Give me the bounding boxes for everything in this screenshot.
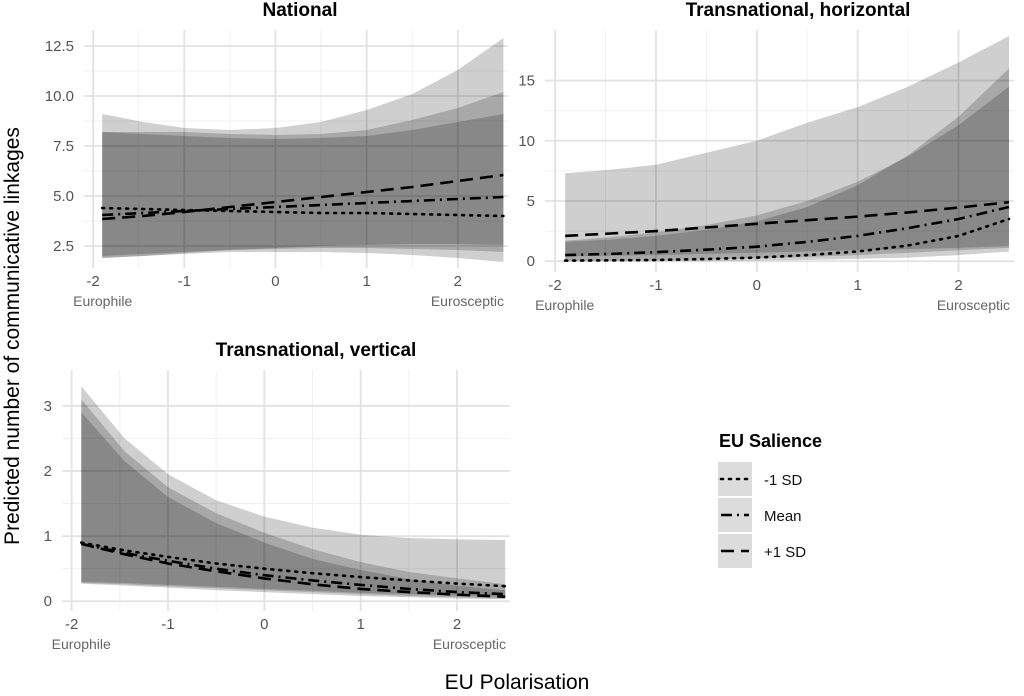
x-tick-label: 1: [362, 273, 370, 290]
x-tick-label: 1: [853, 277, 861, 294]
series-line-mean: [81, 542, 506, 596]
x-tick-label: 0: [271, 273, 279, 290]
x-end-label-right: Eurosceptic: [433, 636, 506, 652]
x-end-label-left: Europhile: [73, 293, 132, 309]
x-axis-title: EU Polarisation: [445, 671, 590, 694]
x-tick-label: 0: [753, 277, 761, 294]
y-tick-label: 1: [44, 528, 52, 545]
x-tick-label: 2: [954, 277, 962, 294]
x-tick-label: 0: [260, 616, 268, 633]
ci-ribbon-1-sd: [102, 114, 504, 258]
y-tick-label: 10: [518, 133, 535, 150]
x-tick-label: 2: [453, 616, 461, 633]
series-line-1-sd: [565, 200, 1010, 238]
y-tick-label: 7.5: [53, 138, 74, 155]
panel-title: National: [263, 0, 338, 21]
y-tick-label: 2.5: [53, 238, 74, 255]
x-end-label-left: Europhile: [52, 636, 111, 652]
x-tick-label: -1: [649, 277, 662, 294]
y-tick-label: 5: [527, 193, 535, 210]
x-end-label-left: Europhile: [535, 297, 594, 313]
legend: EU Salience -1 SD Mean +1 SD: [718, 431, 822, 568]
series-line-1-sd: [80, 541, 507, 588]
series-line-1-sd: [563, 217, 1011, 262]
series-line-1-sd: [80, 542, 506, 598]
y-tick-label: 15: [518, 73, 535, 90]
ci-ribbon-1-sd: [565, 36, 1009, 257]
x-tick-label: 2: [454, 273, 462, 290]
plot-area: [545, 30, 1014, 272]
y-tick-label: 3: [44, 398, 52, 415]
x-tick-label: -1: [161, 616, 174, 633]
ci-ribbon-1-sd: [81, 386, 506, 597]
x-tick-label: -2: [548, 277, 561, 294]
y-tick-label: 0: [44, 593, 52, 610]
y-tick-label: 0: [527, 253, 535, 270]
panel-transnational-vertical: -2 -1 0 1 2 0 1 2 3 Europhile Eurosceptic Transnati…: [44, 340, 510, 652]
ci-ribbon-1-sd: [81, 412, 506, 600]
x-end-label-right: Eurosceptic: [937, 297, 1010, 313]
y-axis-title: Predicted number of communicative linkag…: [1, 127, 24, 545]
ci-ribbon-1-sd: [102, 38, 504, 262]
y-tick-label: 5.0: [53, 188, 74, 205]
ci-ribbon-mean: [565, 86, 1009, 261]
ci-ribbon-mean: [81, 399, 506, 599]
x-tick-label: -2: [65, 616, 78, 633]
panel-transnational-horizontal: -2 -1 0 1 2 0 5 10 15 Europhile Eurosceptic Transna…: [518, 0, 1014, 313]
x-end-label-right: Eurosceptic: [431, 293, 504, 309]
legend-title: EU Salience: [719, 431, 822, 451]
plot-area: [84, 30, 508, 268]
ci-ribbon-mean: [102, 92, 504, 256]
ci-ribbon-1-sd: [565, 68, 1009, 262]
legend-label-1-sd: -1 SD: [764, 472, 803, 489]
series-line-mean: [565, 205, 1010, 257]
y-tick-label: 2: [44, 463, 52, 480]
panel-national: -2 -1 0 1 2 2.5 5.0 7.5 10.0 12.5 Europhile Eurosce…: [45, 0, 508, 309]
x-tick-label: -1: [178, 273, 191, 290]
x-tick-label: 1: [356, 616, 364, 633]
x-tick-label: -2: [86, 273, 99, 290]
y-tick-label: 12.5: [45, 38, 74, 55]
legend-label-mean: Mean: [764, 508, 802, 525]
y-tick-label: 10.0: [45, 88, 74, 105]
panel-title: Transnational, horizontal: [686, 0, 911, 21]
series-line-1-sd: [102, 173, 504, 221]
legend-label-1-sd: +1 SD: [764, 544, 806, 561]
panel-title: Transnational, vertical: [216, 340, 417, 361]
